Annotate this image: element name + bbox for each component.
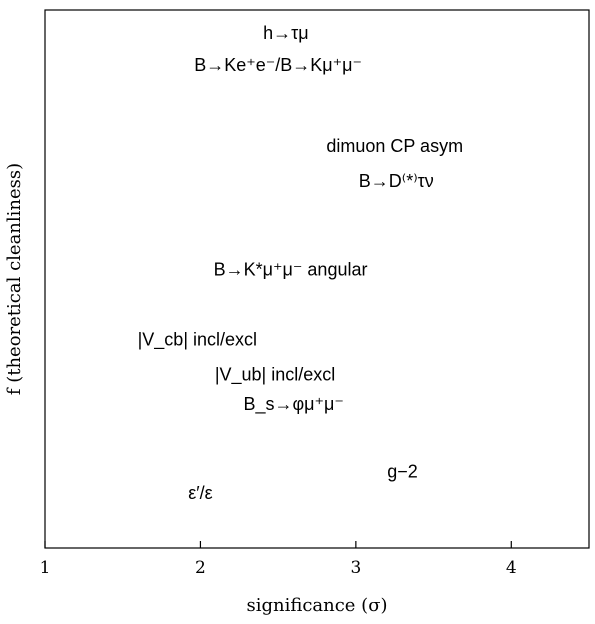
x-tick-label: 2 <box>195 558 206 578</box>
data-point-label: |V_ub| incl/excl <box>215 365 335 386</box>
x-ticks: 1 2 3 4 <box>40 541 517 578</box>
x-axis-label: significance (σ) <box>246 595 387 616</box>
data-point-label: B→K*μ⁺μ⁻ angular <box>214 260 368 280</box>
data-point-label: B→D⁽*⁾τν <box>359 171 434 191</box>
plot-frame <box>44 9 590 549</box>
data-point-label: |V_cb| incl/excl <box>138 330 257 351</box>
y-axis-label: f (theoretical cleanliness) <box>4 163 25 395</box>
data-point-label: h→τμ <box>263 23 309 43</box>
data-point-label: g−2 <box>387 461 418 481</box>
data-point-label: dimuon CP asym <box>326 136 463 156</box>
data-point-label: B_s→φμ⁺μ⁻ <box>243 394 343 415</box>
x-tick-label: 1 <box>40 558 51 578</box>
x-tick-label: 3 <box>350 558 361 578</box>
x-tick-label: 4 <box>506 558 517 578</box>
data-point-label: B→Ke⁺e⁻/B→Kμ⁺μ⁻ <box>194 55 362 75</box>
data-points: h→τμ B→Ke⁺e⁻/B→Kμ⁺μ⁻ dimuon CP asym B→D⁽*⁾τ… <box>138 23 463 503</box>
data-point-label: ε′/ε <box>188 483 212 503</box>
